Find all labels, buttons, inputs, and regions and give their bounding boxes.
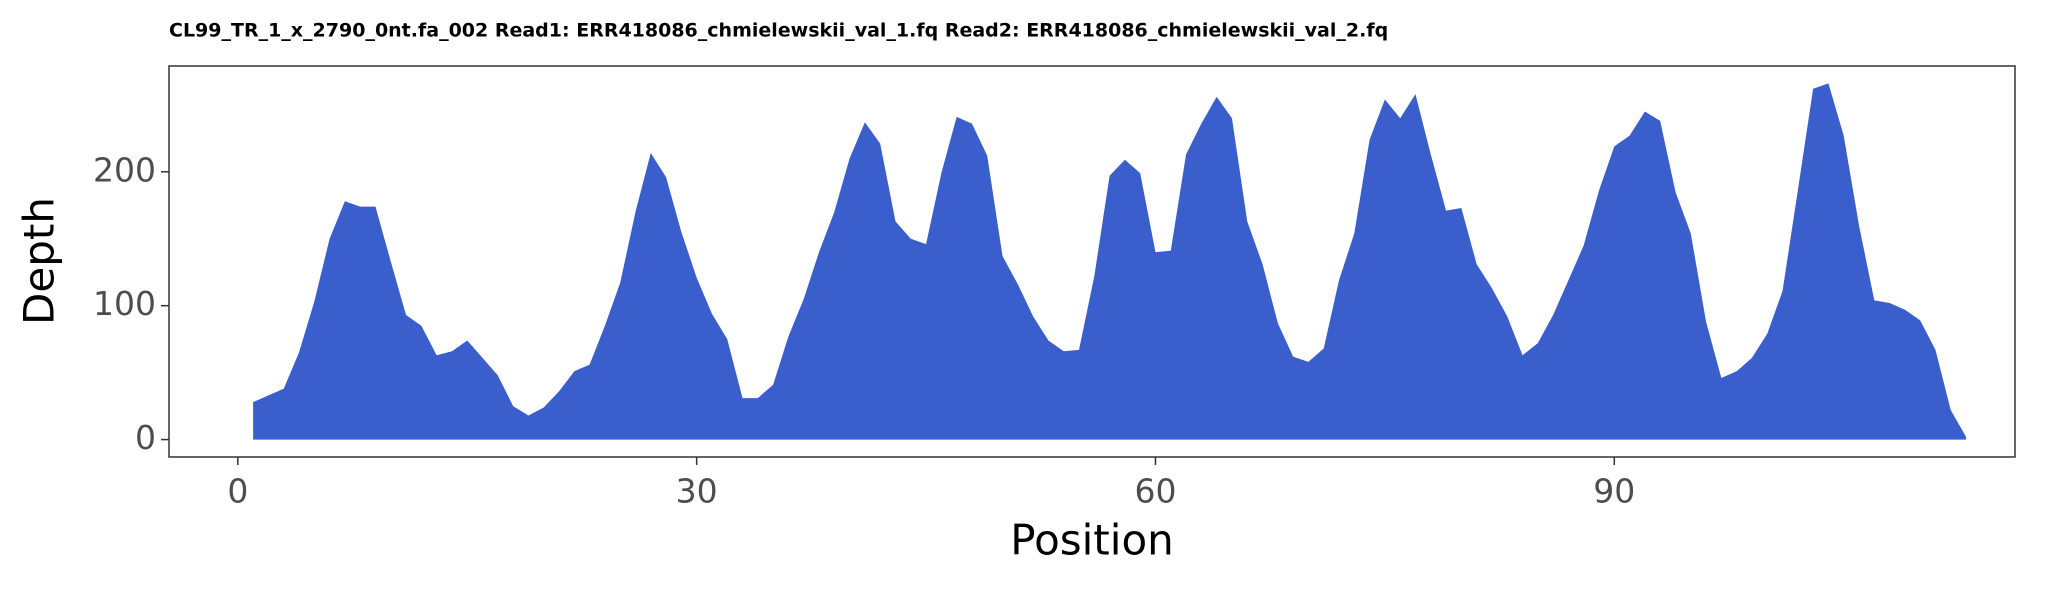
panel-border [168, 65, 2016, 458]
area [253, 83, 1967, 440]
x-tick-label: 30 [676, 472, 718, 511]
y-tick-label: 100 [93, 284, 156, 323]
y-axis-title: Depth [15, 197, 64, 325]
y-tick-label: 0 [135, 418, 156, 457]
x-axis-title: Position [1010, 516, 1174, 565]
x-tick-label: 90 [1593, 472, 1635, 511]
chart-title: CL99_TR_1_x_2790_0nt.fa_002 Read1: ERR41… [169, 20, 1388, 42]
x-tick-label: 0 [227, 472, 248, 511]
x-tick-label: 60 [1134, 472, 1176, 511]
y-tick-label: 200 [93, 150, 156, 189]
